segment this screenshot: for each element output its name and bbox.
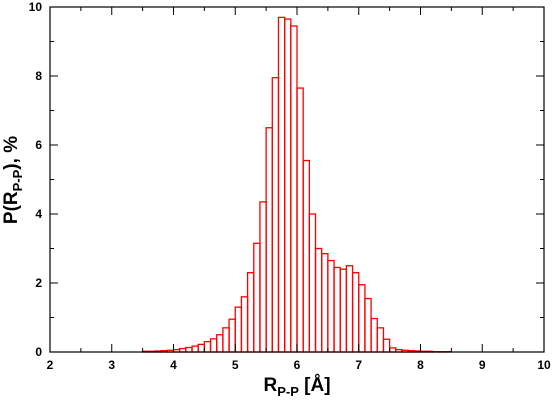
- x-tick-label: 7: [355, 358, 362, 372]
- x-tick-label: 5: [232, 358, 239, 372]
- histogram-bar: [209, 338, 218, 353]
- histogram-bar: [308, 213, 317, 353]
- x-tick-label: 4: [170, 358, 177, 372]
- histogram-bar: [259, 201, 267, 353]
- histogram-bar: [333, 266, 341, 353]
- histogram-bar: [240, 296, 249, 353]
- histogram-bar: [358, 284, 366, 353]
- x-tick-label: 8: [417, 358, 424, 372]
- y-tick-label: 8: [35, 69, 42, 83]
- histogram-bar: [327, 259, 335, 353]
- axis-ticks: [49, 6, 545, 353]
- y-tick-label: 4: [35, 207, 42, 221]
- histogram-bar: [234, 306, 243, 353]
- histogram-bar: [271, 77, 280, 353]
- histogram-bar: [339, 268, 348, 353]
- x-tick-label: 6: [294, 358, 301, 372]
- histogram-bar: [364, 297, 372, 353]
- x-axis-title-suffix: [Å]: [299, 375, 331, 396]
- histogram-bar: [351, 271, 360, 353]
- histogram-bar: [290, 25, 298, 353]
- histogram-bar: [376, 327, 385, 353]
- histogram-bar: [302, 159, 310, 353]
- histogram-bar: [321, 253, 329, 353]
- histogram-bar: [382, 338, 391, 353]
- histogram-bar: [277, 16, 286, 353]
- x-tick-label: 10: [537, 358, 551, 372]
- histogram-bar: [388, 347, 397, 353]
- y-tick-label: 2: [35, 276, 42, 290]
- y-tick-label: 6: [35, 138, 42, 152]
- histogram-bar: [370, 317, 378, 353]
- y-tick-label: 10: [29, 0, 43, 14]
- x-axis-title: RP-P [Å]: [263, 375, 330, 399]
- histogram-bar: [283, 18, 292, 353]
- histogram-bar: [191, 345, 199, 353]
- y-axis-title: P(RP-P), %: [1, 136, 25, 224]
- histogram-bar: [203, 340, 212, 353]
- histogram-bar: [314, 247, 323, 353]
- y-axis-title-sub: P-P: [10, 169, 25, 191]
- y-tick-label: 0: [35, 345, 42, 359]
- y-axis-title-suffix: ), %: [1, 136, 22, 170]
- histogram-bar: [246, 271, 255, 353]
- histogram-bar: [197, 343, 206, 353]
- histogram-bar: [185, 346, 193, 353]
- x-tick-label: 3: [108, 358, 115, 372]
- histogram-bars: [141, 16, 453, 353]
- x-tick-label: 9: [479, 358, 486, 372]
- x-axis-title-main: R: [263, 375, 277, 396]
- histogram-bar: [222, 327, 230, 353]
- histogram-bar: [253, 242, 261, 353]
- x-axis-title-sub: P-P: [277, 384, 299, 399]
- histogram-bar: [345, 265, 354, 353]
- x-tick-label: 2: [47, 358, 54, 372]
- histogram-bar: [228, 318, 236, 353]
- histogram-bar: [216, 334, 224, 353]
- histogram-bar: [296, 87, 304, 353]
- y-axis-title-main: P(R: [1, 191, 22, 224]
- histogram-bar: [265, 127, 273, 353]
